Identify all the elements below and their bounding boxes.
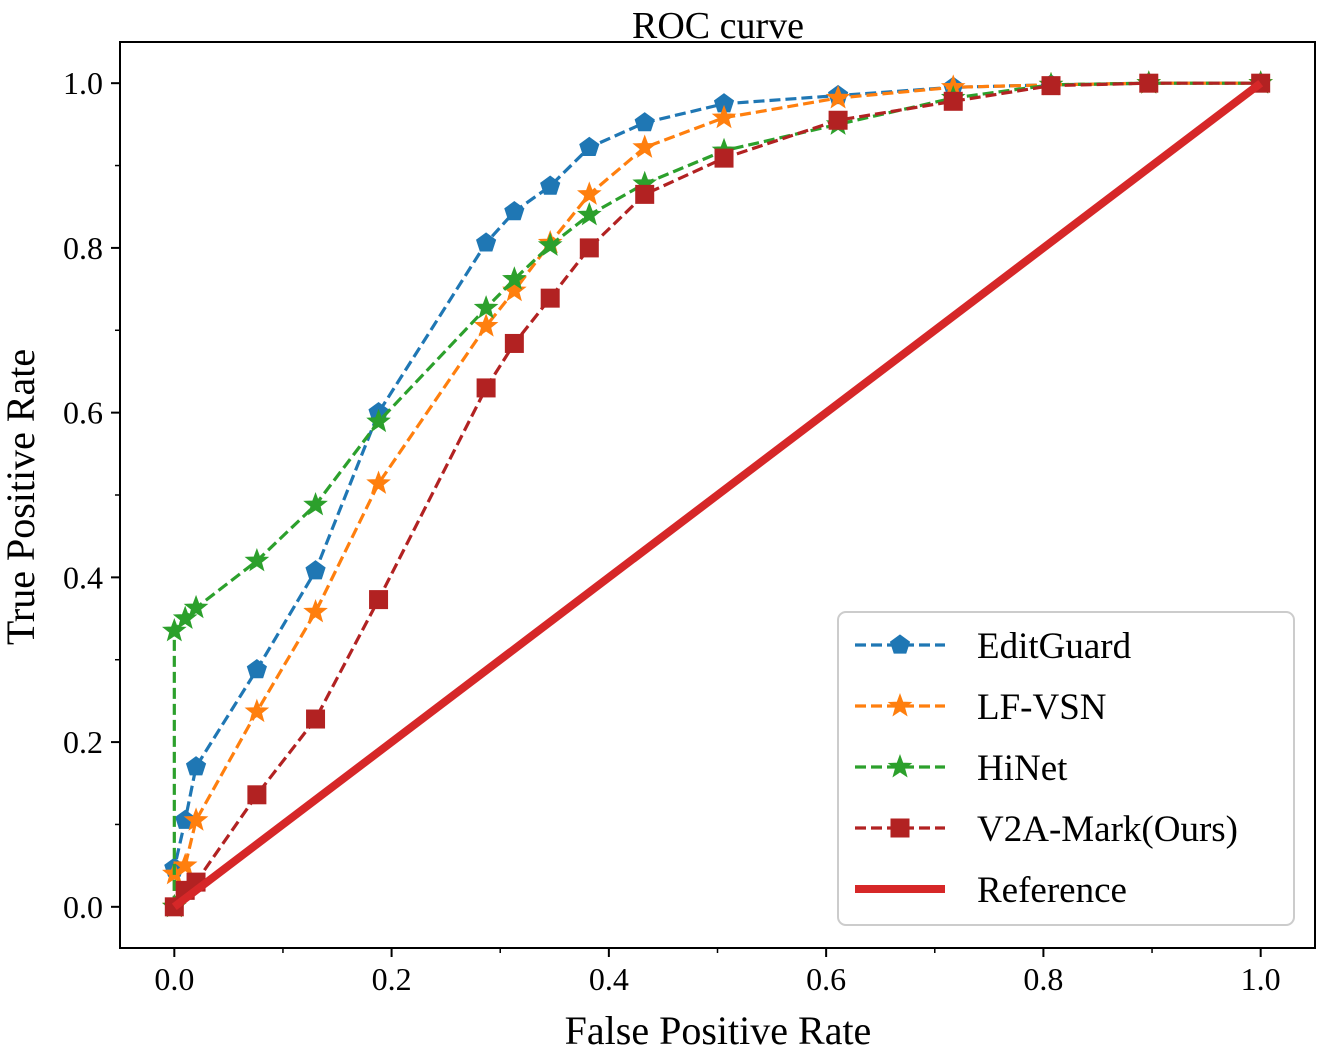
point-v2a-mark-ours (828, 110, 848, 130)
x-axis-label: False Positive Rate (565, 1008, 872, 1050)
point-hinet (502, 266, 527, 290)
legend-label: EditGuard (977, 626, 1132, 667)
point-v2a-mark-ours (579, 238, 599, 258)
point-hinet (303, 491, 328, 516)
legend-item-reference: Reference (855, 870, 1127, 911)
point-editguard (504, 201, 525, 221)
y-tick-label: 1.0 (63, 65, 103, 101)
chart-title: ROC curve (632, 5, 804, 47)
ticks-layer: 0.0 0.2 0.4 0.6 0.8 1.0 0.0 0.2 0.4 0.6 0.8 1.0 (63, 65, 1281, 997)
point-v2a-mark-ours (1139, 73, 1159, 93)
y-tick-label: 0.4 (63, 559, 103, 595)
point-v2a-mark-ours (306, 709, 326, 729)
legend-marker (890, 818, 910, 838)
point-v2a-mark-ours (504, 333, 524, 353)
point-v2a-mark-ours (369, 590, 389, 610)
point-v2a-mark-ours (943, 91, 963, 111)
point-v2a-mark-ours (1041, 76, 1061, 96)
legend-marker (887, 754, 913, 778)
x-tick-label: 0.6 (806, 961, 846, 997)
point-hinet (473, 295, 499, 319)
x-tick-label: 1.0 (1241, 961, 1281, 997)
point-lf-vsn (825, 85, 851, 109)
point-lf-vsn (172, 852, 198, 877)
legend-marker (887, 693, 913, 717)
point-hinet (577, 202, 602, 226)
point-lf-vsn (183, 807, 209, 831)
x-tick-label: 0.2 (372, 961, 412, 997)
point-lf-vsn (244, 698, 270, 723)
point-v2a-mark-ours (714, 148, 734, 168)
x-tick-label: 0.8 (1023, 961, 1063, 997)
point-v2a-mark-ours (635, 184, 655, 204)
series-layer (162, 70, 1273, 918)
point-editguard (476, 232, 497, 252)
point-hinet (537, 232, 563, 256)
y-tick-label: 0.6 (63, 395, 103, 431)
point-v2a-mark-ours (247, 785, 267, 805)
y-axis-label: True Positive Rate (0, 349, 43, 645)
point-editguard (634, 112, 655, 132)
line-v2a-mark-ours (172, 81, 1261, 908)
point-lf-vsn (632, 134, 658, 158)
legend-item-editguard: EditGuard (855, 626, 1132, 667)
line-reference (171, 79, 1264, 911)
y-tick-label: 0.0 (63, 889, 103, 925)
point-lf-vsn (473, 313, 499, 337)
legend-marker (889, 634, 911, 654)
point-editguard (305, 560, 326, 580)
legend: EditGuard LF-VSN HiNet V2A-Mark(Ours) Refere… (837, 611, 1295, 926)
x-tick-label: 0.0 (154, 961, 194, 997)
legend-item-v2a-mark-ours: V2A-Mark(Ours) (855, 809, 1238, 850)
legend-label: HiNet (977, 748, 1068, 789)
series-reference (171, 79, 1264, 911)
point-lf-vsn (303, 599, 328, 623)
point-lf-vsn (577, 181, 602, 205)
point-lf-vsn (366, 470, 391, 494)
legend-label: Reference (977, 870, 1127, 911)
point-v2a-mark-ours (476, 378, 496, 398)
point-lf-vsn (711, 104, 737, 129)
legend-box (837, 611, 1295, 926)
point-editguard (185, 756, 207, 776)
legend-label: V2A-Mark(Ours) (977, 809, 1238, 850)
point-editguard (540, 175, 561, 195)
line-lf-vsn (172, 81, 1261, 907)
legend-item-hinet: HiNet (855, 748, 1068, 789)
y-tick-label: 0.2 (63, 724, 103, 760)
point-hinet (183, 594, 209, 619)
point-editguard (246, 658, 267, 679)
series-v2a-mark-ours (164, 73, 1271, 917)
point-hinet (366, 408, 391, 433)
y-tick-label: 0.8 (63, 230, 103, 266)
point-hinet (162, 617, 187, 642)
point-hinet (244, 547, 270, 572)
x-tick-label: 0.4 (589, 961, 629, 997)
point-v2a-mark-ours (540, 288, 560, 308)
legend-item-lf-vsn: LF-VSN (855, 687, 1107, 728)
legend-label: LF-VSN (977, 687, 1107, 728)
point-editguard (579, 136, 600, 157)
